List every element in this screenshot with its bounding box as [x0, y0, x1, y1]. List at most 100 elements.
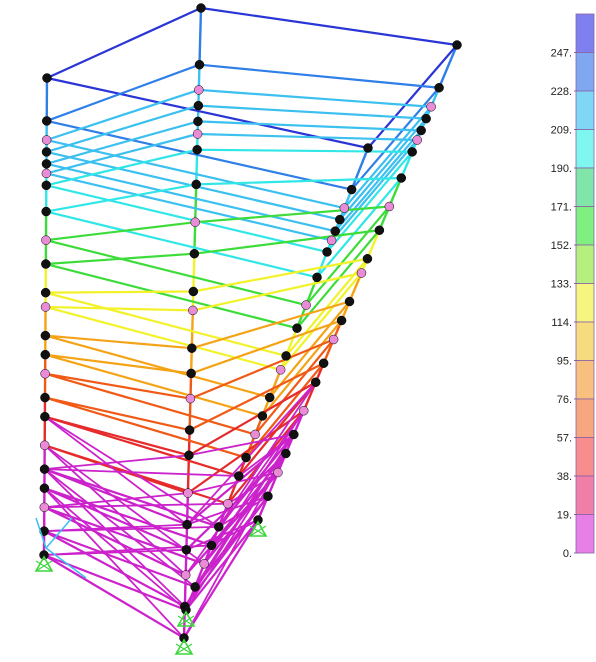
brace-member[interactable] — [44, 502, 228, 509]
joint-node[interactable] — [194, 59, 205, 70]
joint-node[interactable] — [281, 448, 291, 459]
joint-node[interactable] — [40, 302, 51, 312]
column-member[interactable] — [188, 398, 192, 431]
joint-node[interactable] — [181, 545, 192, 555]
joint-node[interactable] — [421, 113, 431, 124]
brace-member[interactable] — [43, 487, 187, 611]
brace-member[interactable] — [44, 444, 187, 576]
joint-node[interactable] — [41, 206, 51, 217]
joint-node[interactable] — [188, 286, 199, 297]
joint-node[interactable] — [190, 582, 200, 592]
joint-node[interactable] — [40, 392, 50, 403]
brace-member[interactable] — [186, 381, 317, 526]
joint-node[interactable] — [335, 214, 345, 225]
joint-node[interactable] — [234, 471, 244, 481]
joint-node[interactable] — [39, 440, 50, 451]
joint-node[interactable] — [330, 226, 340, 236]
column-member[interactable] — [194, 184, 198, 223]
column-member[interactable] — [305, 276, 319, 306]
joint-node[interactable] — [241, 452, 251, 463]
joint-node[interactable] — [289, 429, 299, 440]
joint-node[interactable] — [273, 467, 283, 478]
joint-node[interactable] — [42, 73, 52, 83]
joint-node[interactable] — [41, 147, 52, 157]
joint-node[interactable] — [192, 129, 203, 139]
brace-member[interactable] — [183, 453, 287, 639]
joint-node[interactable] — [41, 116, 52, 126]
joint-node[interactable] — [40, 349, 51, 360]
brace-member[interactable] — [188, 433, 294, 457]
joint-node[interactable] — [191, 179, 201, 190]
brace-member[interactable] — [187, 471, 279, 494]
column-member[interactable] — [366, 229, 381, 260]
column-member[interactable] — [198, 7, 203, 65]
joint-node[interactable] — [452, 40, 462, 50]
joint-node[interactable] — [384, 201, 395, 212]
joint-node[interactable] — [356, 268, 367, 278]
joint-node[interactable] — [192, 145, 202, 155]
joint-node[interactable] — [40, 330, 51, 341]
joint-node[interactable] — [292, 323, 302, 333]
joint-node[interactable] — [180, 570, 191, 580]
joint-node[interactable] — [41, 159, 52, 169]
joint-node[interactable] — [39, 464, 50, 474]
joint-node[interactable] — [326, 235, 337, 246]
column-member[interactable] — [350, 147, 370, 191]
joint-node[interactable] — [396, 173, 407, 183]
joint-node[interactable] — [40, 411, 50, 422]
joint-node[interactable] — [193, 100, 204, 111]
joint-node[interactable] — [339, 203, 350, 213]
joint-node[interactable] — [281, 351, 291, 361]
column-member[interactable] — [190, 310, 195, 349]
joint-node[interactable] — [336, 315, 347, 326]
joint-node[interactable] — [363, 143, 373, 153]
column-member[interactable] — [192, 253, 196, 292]
joint-node[interactable] — [188, 305, 198, 316]
joint-node[interactable] — [312, 272, 322, 283]
joint-node[interactable] — [374, 225, 385, 235]
joint-node[interactable] — [223, 498, 233, 509]
joint-node[interactable] — [40, 368, 50, 379]
column-member[interactable] — [388, 177, 403, 207]
joint-node[interactable] — [184, 425, 195, 435]
joint-node[interactable] — [181, 605, 191, 615]
joint-node[interactable] — [184, 450, 194, 461]
joint-node[interactable] — [41, 235, 51, 245]
column-member[interactable] — [226, 475, 240, 505]
brace-member[interactable] — [44, 492, 188, 509]
joint-node[interactable] — [179, 633, 189, 643]
joint-node[interactable] — [299, 406, 309, 416]
brace-member[interactable] — [43, 487, 185, 639]
joint-node[interactable] — [344, 296, 355, 307]
brace-member[interactable] — [43, 468, 186, 608]
joint-node[interactable] — [41, 135, 52, 145]
joint-node[interactable] — [194, 85, 204, 95]
joint-node[interactable] — [253, 515, 263, 525]
joint-node[interactable] — [206, 540, 217, 551]
joint-node[interactable] — [322, 247, 332, 257]
model-viewport[interactable] — [0, 0, 520, 662]
column-member[interactable] — [284, 327, 299, 357]
brace-member[interactable] — [44, 444, 205, 565]
joint-node[interactable] — [257, 411, 268, 421]
joint-node[interactable] — [362, 254, 373, 264]
joint-node[interactable] — [183, 488, 193, 498]
joint-node[interactable] — [189, 248, 200, 259]
brace-member[interactable] — [44, 415, 188, 526]
joint-node[interactable] — [434, 83, 444, 93]
joint-node[interactable] — [190, 217, 200, 227]
joint-node[interactable] — [182, 519, 192, 530]
column-member[interactable] — [268, 369, 282, 398]
beam-member[interactable] — [45, 300, 351, 399]
brace-member[interactable] — [211, 519, 259, 547]
joint-node[interactable] — [328, 334, 339, 345]
joint-node[interactable] — [301, 300, 311, 310]
joint-node[interactable] — [407, 147, 417, 157]
joint-node[interactable] — [318, 358, 329, 368]
column-member[interactable] — [185, 493, 190, 525]
joint-node[interactable] — [39, 502, 50, 513]
joint-node[interactable] — [310, 377, 321, 387]
brace-member[interactable] — [44, 415, 220, 528]
joint-node[interactable] — [346, 184, 357, 195]
brace-member[interactable] — [43, 468, 196, 588]
